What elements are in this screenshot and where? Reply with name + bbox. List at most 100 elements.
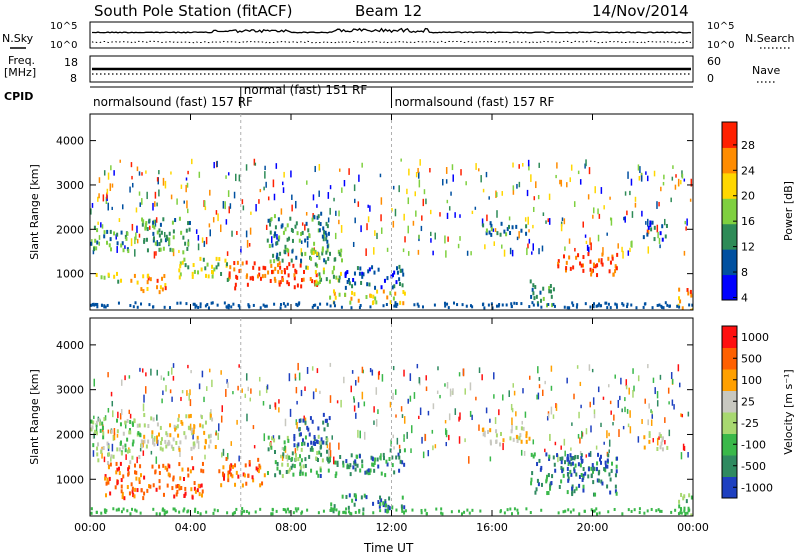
scatter-cell xyxy=(119,159,121,163)
nave-tick-low: 0 xyxy=(707,72,714,85)
scatter-cell xyxy=(511,249,514,257)
ground-cell xyxy=(613,507,616,511)
heatmap-cell xyxy=(275,241,278,246)
ground-cell xyxy=(337,512,340,516)
heatmap-cell xyxy=(283,270,286,275)
heatmap-cell xyxy=(372,462,375,467)
heatmap-cell xyxy=(178,447,181,452)
heatmap-cell xyxy=(540,465,543,470)
heatmap-cell xyxy=(648,439,651,444)
ground-cell xyxy=(646,509,649,513)
ground-cell xyxy=(532,303,535,307)
heatmap-cell xyxy=(299,454,302,459)
scatter-cell xyxy=(264,165,266,171)
heatmap-cell xyxy=(152,438,155,443)
scatter-cell xyxy=(683,445,686,451)
heatmap-cell xyxy=(371,456,374,461)
scatter-cell xyxy=(103,456,106,463)
heatmap-cell xyxy=(312,248,315,253)
ground-cell xyxy=(240,512,243,516)
scatter-cell xyxy=(576,365,579,369)
heatmap-cell xyxy=(385,459,388,464)
heatmap-cell xyxy=(349,472,352,477)
ground-cell xyxy=(656,303,659,307)
heatmap-cell xyxy=(269,222,272,227)
ground-cell xyxy=(622,303,625,307)
heatmap-cell xyxy=(600,460,603,465)
heatmap-cell xyxy=(172,229,175,234)
scatter-cell xyxy=(518,181,521,188)
heatmap-cell xyxy=(581,477,584,482)
heatmap-cell xyxy=(271,436,274,441)
scatter-cell xyxy=(304,224,306,231)
scatter-cell xyxy=(390,439,392,447)
scatter-cell xyxy=(425,375,427,381)
scatter-cell xyxy=(470,251,472,256)
scatter-cell xyxy=(306,180,308,185)
scatter-cell xyxy=(448,413,451,421)
ground-cell xyxy=(226,511,229,515)
scatter-cell xyxy=(327,217,330,223)
scatter-cell xyxy=(280,208,283,215)
scatter-cell xyxy=(398,185,400,193)
scatter-cell xyxy=(116,434,119,438)
ground-cell xyxy=(643,511,646,515)
heatmap-cell xyxy=(316,450,319,455)
scatter-cell xyxy=(444,235,446,244)
ground-cell xyxy=(596,512,599,516)
heatmap-cell xyxy=(557,261,560,266)
heatmap-cell xyxy=(535,487,538,492)
heatmap-cell xyxy=(611,256,614,261)
heatmap-cell xyxy=(103,230,106,235)
heatmap-cell xyxy=(354,497,357,502)
heatmap-cell xyxy=(368,470,371,475)
scatter-cell xyxy=(592,207,595,214)
colorbar-tick-label: 8 xyxy=(741,266,748,279)
heatmap-cell xyxy=(304,420,307,425)
heatmap-cell xyxy=(321,246,324,251)
scatter-cell xyxy=(547,218,549,223)
ground-cell xyxy=(404,509,407,513)
scatter-cell xyxy=(513,390,516,396)
scatter-cell xyxy=(366,223,368,231)
scatter-cell xyxy=(457,243,460,249)
ground-cell xyxy=(227,306,230,310)
heatmap-cell xyxy=(317,426,320,431)
heatmap-cell xyxy=(153,437,156,442)
ground-cell xyxy=(501,303,504,307)
scatter-cell xyxy=(647,364,649,369)
heatmap-cell xyxy=(308,454,311,459)
ground-cell xyxy=(369,305,372,309)
heatmap-cell xyxy=(490,227,493,232)
scatter-cell xyxy=(119,413,122,420)
heatmap-cell xyxy=(192,430,195,435)
scatter-cell xyxy=(294,448,297,455)
heatmap-cell xyxy=(305,265,308,270)
scatter-cell xyxy=(198,383,201,390)
scatter-cell xyxy=(579,381,582,387)
scatter-cell xyxy=(167,371,170,376)
heatmap-cell xyxy=(162,217,165,222)
scatter-cell xyxy=(560,445,562,450)
scatter-cell xyxy=(136,456,138,464)
ground-cell xyxy=(105,509,108,513)
heatmap-cell xyxy=(525,434,528,439)
heatmap-cell xyxy=(332,274,335,279)
scatter-cell xyxy=(663,174,665,180)
heatmap-cell xyxy=(286,237,289,242)
heatmap-cell xyxy=(366,282,369,287)
heatmap-cell xyxy=(322,270,325,275)
heatmap-cell xyxy=(584,471,587,476)
heatmap-cell xyxy=(143,413,146,418)
scatter-cell xyxy=(409,373,412,381)
scatter-cell xyxy=(640,175,643,182)
heatmap-cell xyxy=(172,437,175,442)
heatmap-cell xyxy=(580,456,583,461)
heatmap-cell xyxy=(301,438,304,443)
heatmap-cell xyxy=(297,457,300,462)
ground-cell xyxy=(503,511,506,515)
ground-cell xyxy=(499,509,502,513)
heatmap-cell xyxy=(550,289,553,294)
ground-cell xyxy=(447,306,450,310)
